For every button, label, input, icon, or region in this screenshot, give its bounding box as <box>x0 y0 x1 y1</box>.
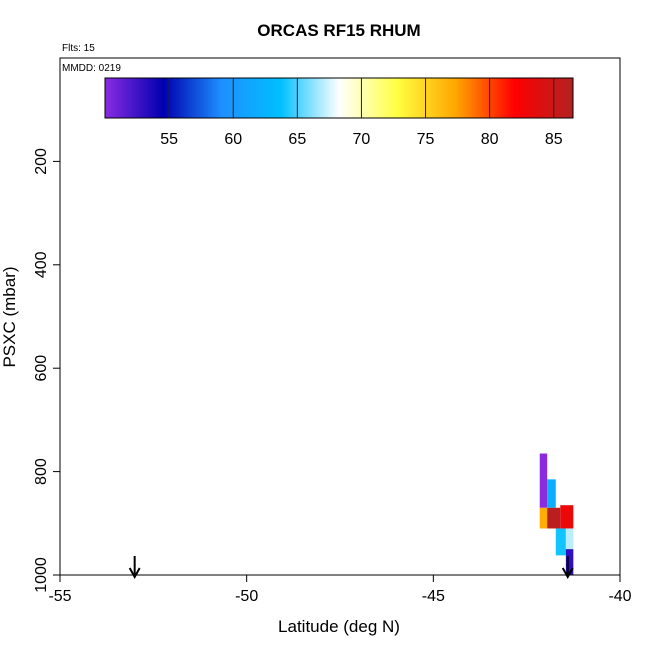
y-axis-label: PSXC (mbar) <box>0 266 19 367</box>
colorbar-tick-label: 85 <box>545 131 563 148</box>
x-axis-label: Latitude (deg N) <box>278 617 400 636</box>
y-tick-label: 800 <box>33 458 50 485</box>
data-cell <box>565 528 574 550</box>
data-cell <box>547 479 556 508</box>
flights-label: Flts: 15 <box>62 43 95 54</box>
y-axis: 200 400 600 800 1000 <box>33 148 60 593</box>
data-cell <box>565 549 574 575</box>
flight-arrow-icon <box>128 556 141 580</box>
y-tick-label: 600 <box>33 355 50 382</box>
y-tick-label: 400 <box>33 251 50 278</box>
plot-frame <box>59 57 621 576</box>
colorbar-tick-label: 60 <box>224 131 242 148</box>
colorbar-tick-label: 70 <box>353 131 371 148</box>
x-tick-label: -40 <box>608 588 631 605</box>
colorbar-tick-label: 55 <box>160 131 178 148</box>
x-tick-label: -50 <box>235 588 258 605</box>
colorbar-tick-label: 65 <box>288 131 306 148</box>
data-cell <box>539 453 548 508</box>
colorbar-tick-label: 75 <box>417 131 435 148</box>
y-tick-label: 200 <box>33 148 50 175</box>
date-label: MMDD: 0219 <box>62 63 121 74</box>
plot-area <box>539 453 574 575</box>
x-axis: -55 -50 -45 -40 <box>48 575 632 605</box>
colorbar: 55 60 65 70 75 80 85 <box>104 77 574 148</box>
data-cell <box>560 505 574 529</box>
flight-arrow-icon <box>561 556 574 580</box>
colorbar-gradient <box>104 77 574 119</box>
colorbar-tick-label: 80 <box>481 131 499 148</box>
y-tick-label: 1000 <box>33 557 50 593</box>
data-cell <box>539 507 548 529</box>
x-tick-label: -55 <box>48 588 71 605</box>
data-cell <box>547 507 561 529</box>
data-cell <box>555 528 566 556</box>
flight-arrows <box>128 556 574 580</box>
chart-title: ORCAS RF15 RHUM <box>257 21 420 40</box>
x-tick-label: -45 <box>422 588 445 605</box>
